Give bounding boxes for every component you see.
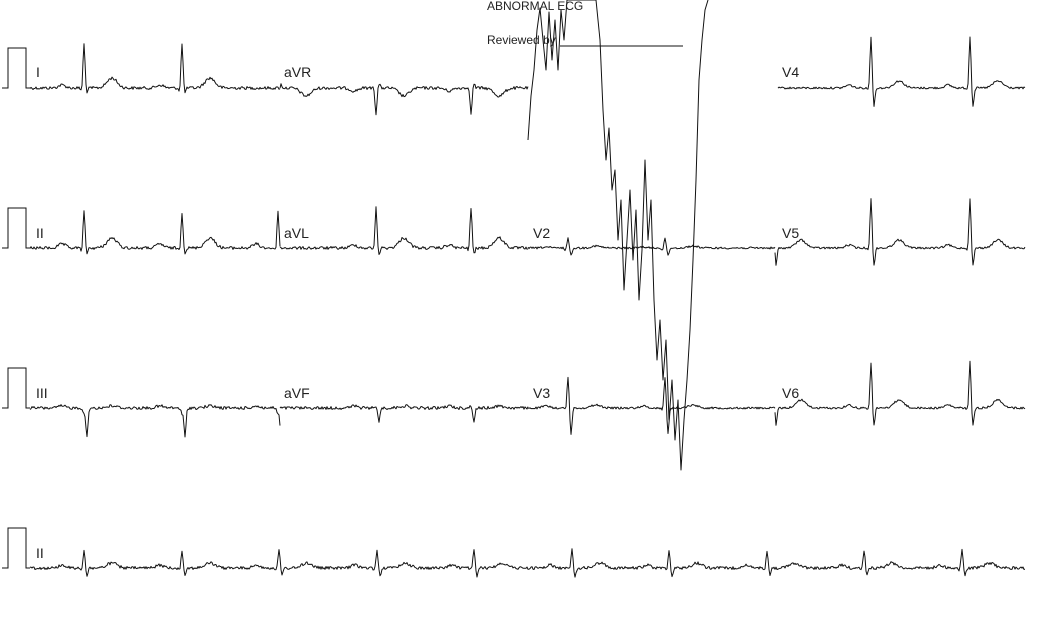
trace-lead-ii [29,210,281,255]
lead-label-rhythm-ii: II [36,545,44,561]
trace-lead-v6 [774,360,1026,426]
artifact-trace [527,0,709,471]
trace-lead-i [29,43,281,94]
reviewed-by-label: Reviewed by [487,33,556,47]
trace-rhythm-ii [29,548,1026,578]
lead-label-v3: V3 [533,385,550,401]
trace-lead-v3 [527,376,776,435]
calibration-pulse-row3 [2,367,30,409]
trace-lead-iii [29,404,281,438]
trace-lead-v5 [774,198,1026,266]
ecg-traces [2,0,1026,578]
calibration-pulse-row1 [2,47,30,89]
trace-lead-avf [279,404,529,423]
trace-lead-avl [279,206,529,255]
lead-label-v5: V5 [782,225,799,241]
lead-label-v4: V4 [782,64,799,80]
lead-label-i: I [36,64,40,80]
lead-label-iii: III [36,385,48,401]
lead-label-avf: aVF [284,385,310,401]
calibration-pulse-rhythm [2,527,30,569]
trace-lead-avr [279,83,529,116]
lead-label-v2: V2 [533,225,550,241]
lead-label-avr: aVR [284,64,311,80]
lead-label-avl: aVL [284,225,309,241]
interpretation-text: ABNORMAL ECG [487,0,583,13]
lead-label-v6: V6 [782,385,799,401]
calibration-pulse-row2 [2,207,30,249]
lead-label-ii: II [36,225,44,241]
trace-lead-v2 [527,237,776,256]
trace-lead-v4 [777,36,1026,107]
